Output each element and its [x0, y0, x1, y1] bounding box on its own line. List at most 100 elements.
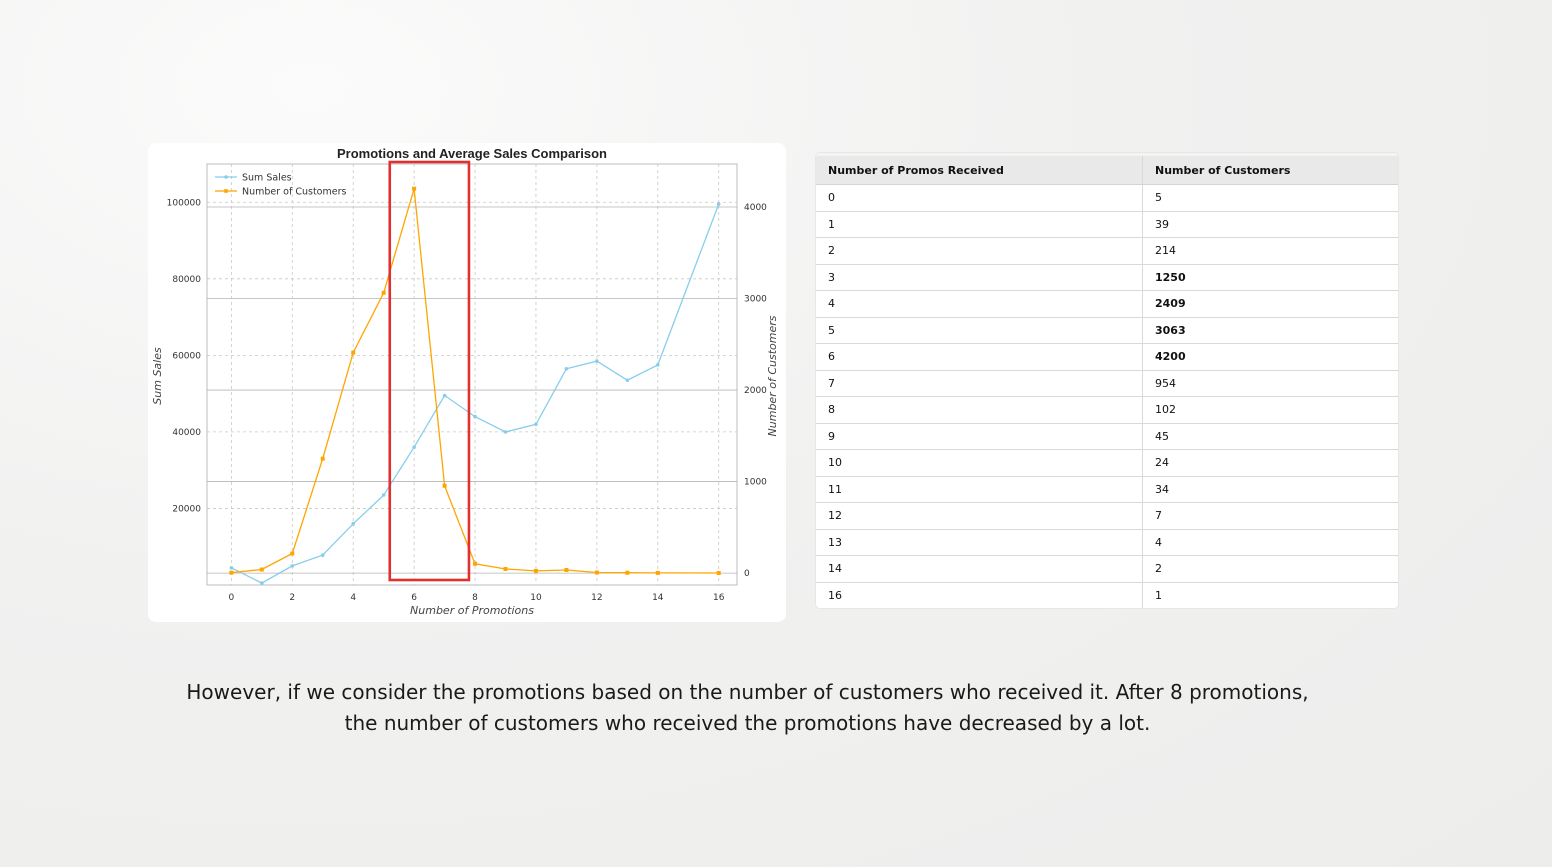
highlight-box	[388, 160, 471, 582]
cell-promos: 12	[816, 502, 1143, 530]
table-row: 4 2409	[816, 290, 1398, 318]
data-point-sum-sales	[229, 565, 234, 570]
data-point-sum-sales	[656, 363, 660, 367]
table-row: 6 4200	[816, 343, 1398, 371]
caption: However, if we consider the promotions b…	[140, 677, 1355, 739]
cell-customers: 34	[1142, 476, 1398, 503]
data-point-number-of-customers	[351, 350, 356, 355]
table-row: 2 214	[816, 237, 1398, 265]
chart-card: Promotions and Average Sales Comparison …	[148, 143, 786, 622]
y-tick-label: 80000	[172, 275, 201, 285]
x-axis-label: Number of Promotions	[410, 604, 534, 617]
plot-area	[206, 163, 738, 586]
caption-line-2: the number of customers who received the…	[344, 711, 1151, 735]
cell-customers: 1	[1142, 582, 1398, 608]
y-tick-label: 100000	[167, 198, 202, 208]
cell-promos: 13	[816, 529, 1143, 556]
x-tick-label: 12	[591, 593, 602, 603]
table-row: 3 1250	[816, 264, 1398, 291]
cell-promos: 2	[816, 237, 1143, 265]
highlight	[388, 160, 471, 582]
data-point-sum-sales	[473, 414, 477, 419]
cell-customers: 45	[1142, 423, 1398, 450]
data-point-number-of-customers	[442, 483, 447, 488]
y2-tick-label: 4000	[744, 203, 767, 213]
data-point-number-of-customers	[320, 456, 325, 461]
promos-table: Number of Promos Received Number of Cust…	[816, 153, 1398, 608]
legend-label-sum-sales: Sum Sales	[242, 173, 292, 184]
table-row: 12 7	[816, 502, 1398, 530]
cell-customers: 3063	[1142, 317, 1398, 344]
y2-tick-label: 3000	[744, 295, 767, 305]
y2-axis-label: Number of Customers	[766, 315, 779, 436]
x-tick-label: 14	[652, 593, 664, 603]
data-point-sum-sales	[290, 564, 295, 568]
cell-promos: 4	[816, 290, 1143, 318]
data-point-sum-sales	[595, 359, 599, 363]
cell-customers: 1250	[1142, 264, 1398, 291]
x-tick-label: 6	[411, 593, 417, 603]
data-point-sum-sales	[564, 366, 569, 371]
data-point-number-of-customers	[503, 566, 508, 571]
column-header-promos: Number of Promos Received	[816, 153, 1143, 185]
table-row: 1 39	[816, 211, 1398, 238]
table-row: 16 1	[816, 582, 1398, 608]
data-point-number-of-customers	[533, 568, 538, 573]
cell-promos: 11	[816, 476, 1143, 503]
data-point-number-of-customers	[625, 570, 630, 575]
cell-promos: 9	[816, 423, 1143, 450]
data-point-number-of-customers	[564, 567, 569, 572]
cell-promos: 0	[816, 184, 1143, 212]
data-point-sum-sales	[381, 493, 386, 497]
cell-customers: 2409	[1142, 290, 1398, 318]
data-series	[229, 186, 721, 585]
table-row: 7 954	[816, 370, 1398, 397]
cell-promos: 1	[816, 211, 1143, 238]
x-tick-label: 2	[289, 593, 295, 603]
cell-promos: 14	[816, 555, 1143, 583]
data-point-number-of-customers	[655, 570, 660, 575]
cell-customers: 214	[1142, 237, 1398, 265]
data-point-number-of-customers	[716, 571, 721, 576]
y-tick-label: 60000	[172, 351, 201, 361]
cell-promos: 6	[816, 343, 1143, 371]
table-row: 13 4	[816, 529, 1398, 556]
x-tick-label: 10	[530, 593, 542, 603]
table-body: 0 5 1 39 2 214 3 1250 4 2409 5 3063 6 4200 7 954 8 102 9 45…	[816, 184, 1398, 608]
chart-title: Promotions and Average Sales Comparison	[337, 146, 607, 161]
cell-customers: 954	[1142, 370, 1398, 397]
series-line-number-of-customers	[231, 188, 719, 574]
data-point-number-of-customers	[473, 561, 478, 566]
cell-customers: 24	[1142, 449, 1398, 477]
y-tick-label: 40000	[172, 428, 201, 438]
legend: Sum Sales Number of Customers	[215, 173, 347, 198]
data-point-sum-sales	[351, 521, 356, 526]
axis-ticks: 0 2 4 6 8 10 12 14 16 20000 40000 60000 80000 100000 0…	[167, 198, 768, 603]
x-tick-label: 4	[350, 593, 356, 603]
table-row: 10 24	[816, 449, 1398, 477]
data-point-number-of-customers	[229, 570, 234, 575]
y-tick-label: 20000	[172, 504, 201, 514]
table-row: 14 2	[816, 555, 1398, 583]
table-row: 8 102	[816, 396, 1398, 424]
cell-customers: 2	[1142, 555, 1398, 583]
data-point-number-of-customers	[381, 290, 386, 295]
data-point-sum-sales	[320, 553, 325, 557]
data-point-number-of-customers	[290, 551, 295, 556]
series-line-sum-sales	[231, 203, 720, 584]
cell-customers: 7	[1142, 502, 1398, 530]
legend-label-customers: Number of Customers	[242, 187, 347, 198]
data-point-sum-sales	[534, 422, 538, 427]
cell-promos: 3	[816, 264, 1143, 291]
x-tick-label: 0	[229, 593, 235, 603]
x-tick-label: 16	[713, 593, 725, 603]
cell-promos: 16	[816, 582, 1143, 608]
cell-promos: 7	[816, 370, 1143, 397]
promos-table-card: Number of Promos Received Number of Cust…	[816, 153, 1398, 608]
table-row: 11 34	[816, 476, 1398, 503]
data-point-number-of-customers	[412, 186, 417, 191]
cell-promos: 5	[816, 317, 1143, 344]
table-row: 5 3063	[816, 317, 1398, 344]
y-axis-label: Sum Sales	[151, 347, 164, 405]
